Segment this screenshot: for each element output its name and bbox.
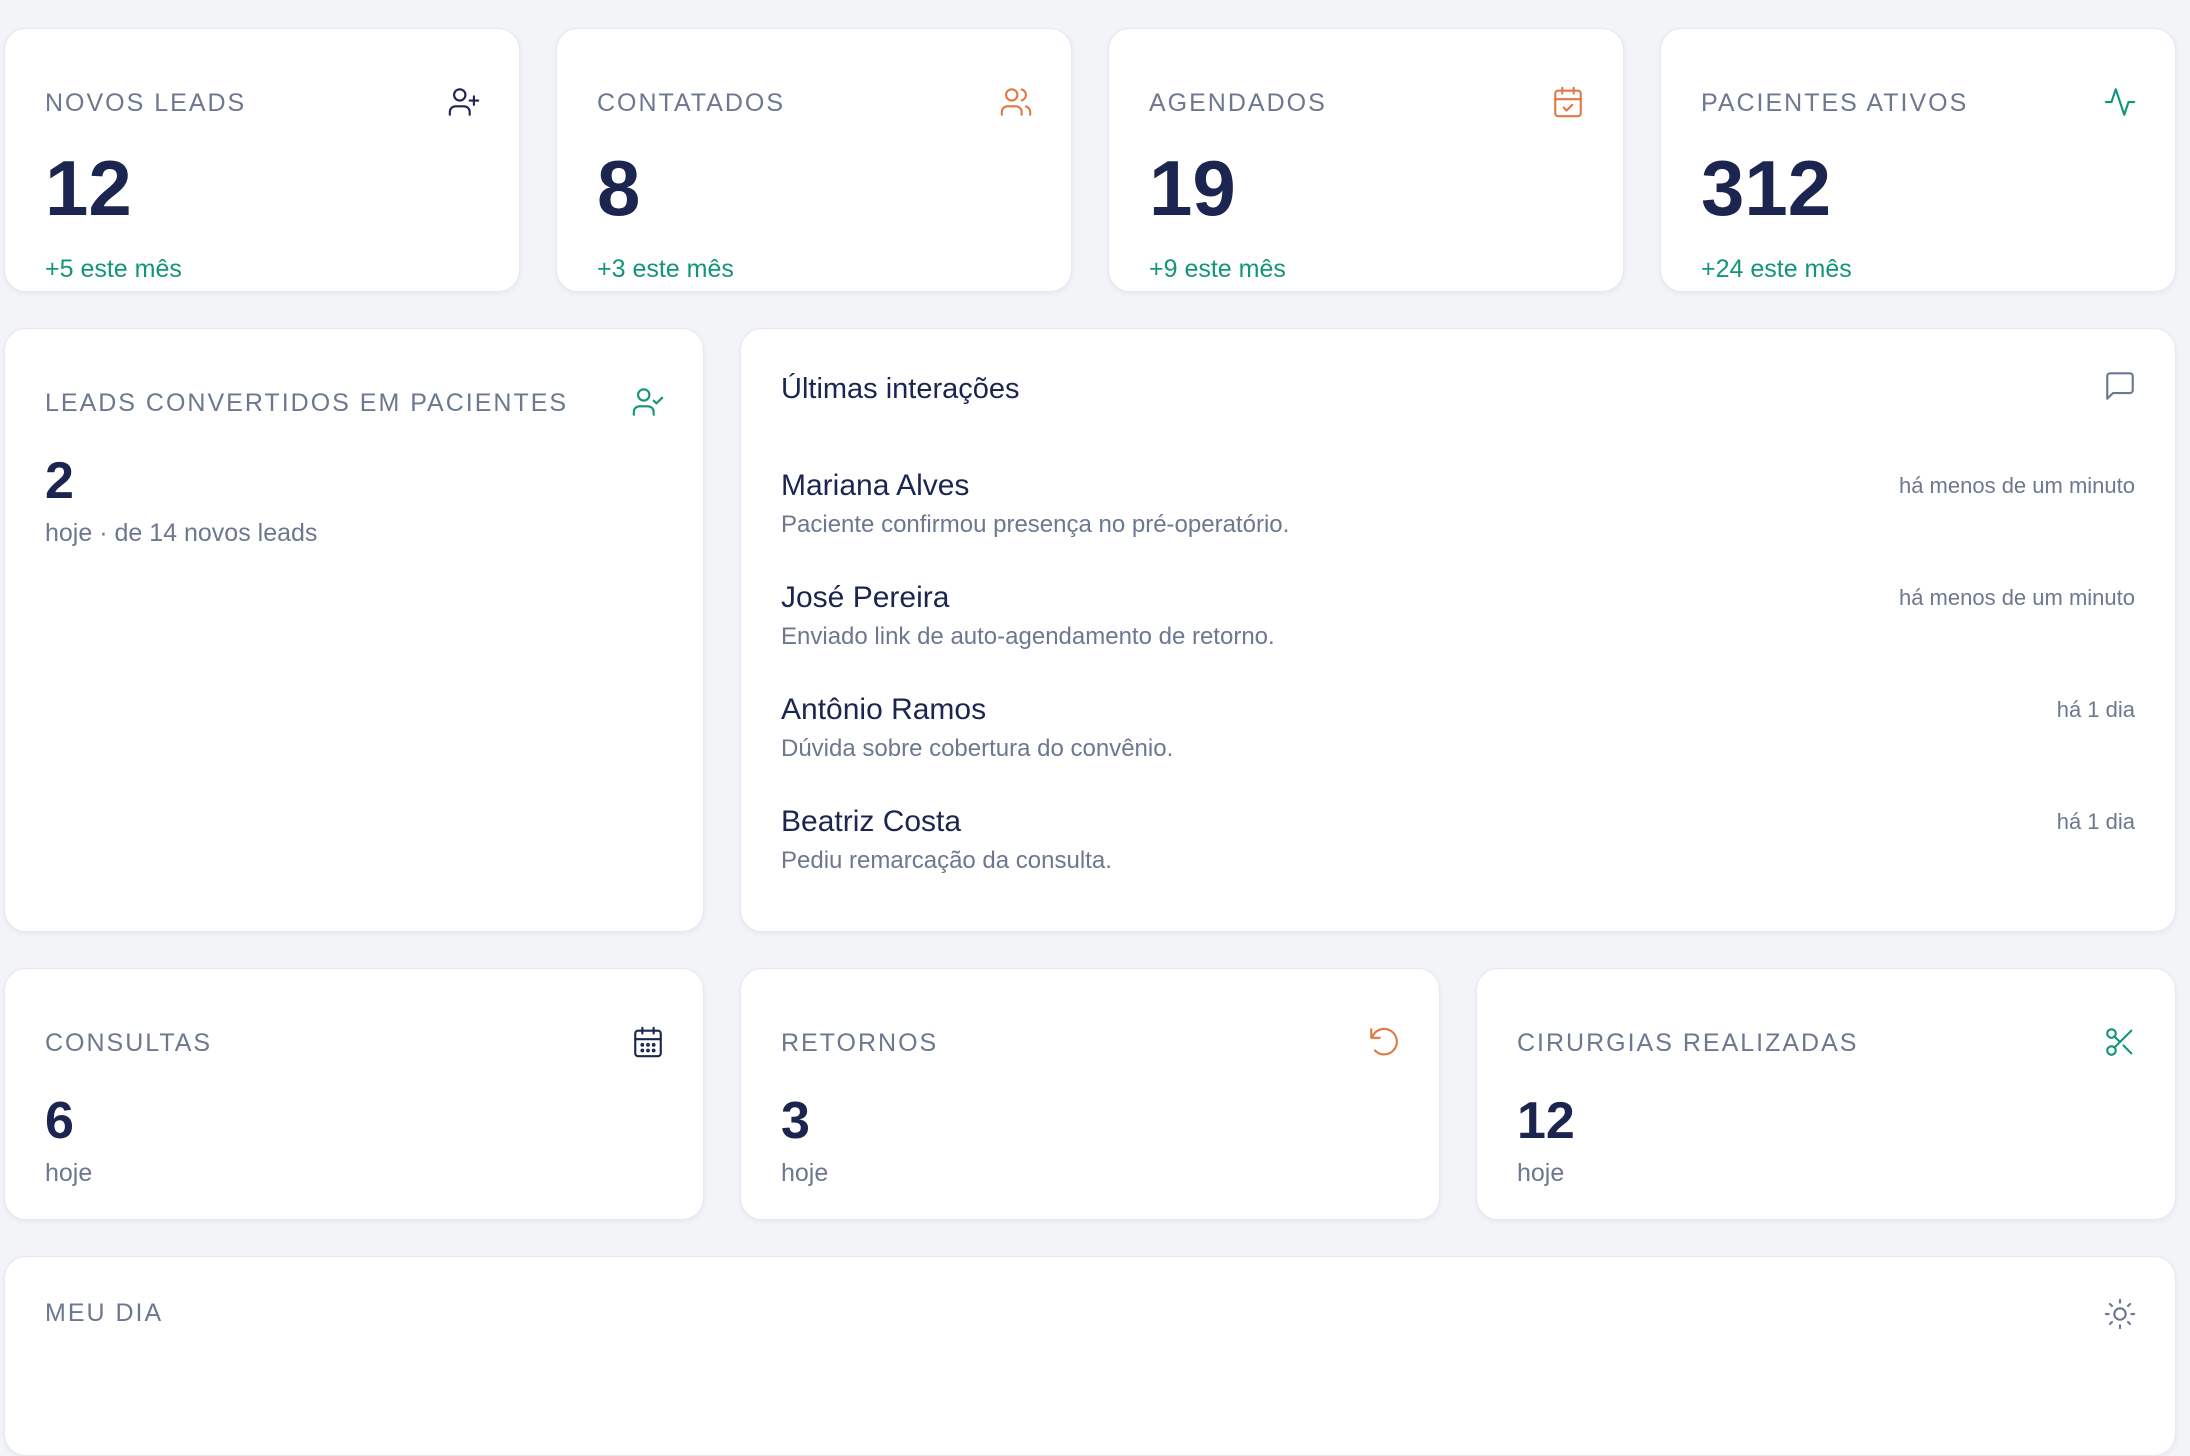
stat-value: 6 [45, 1092, 74, 1150]
stat-card-label: CIRURGIAS REALIZADAS [1517, 1029, 1859, 1057]
stat-card-novos-leads: NOVOS LEADS 12 +5 este mês [4, 28, 520, 292]
stat-value: 19 [1149, 144, 1236, 232]
scissors-icon [2103, 1025, 2137, 1059]
interaction-text: Dúvida sobre cobertura do convênio. [781, 735, 1174, 762]
converted-leads-card: LEADS CONVERTIDOS EM PACIENTES 2 hoje · … [4, 328, 704, 932]
interaction-time: há 1 dia [2056, 697, 2135, 722]
stat-card-consultas: CONSULTAS 6 hoje [4, 968, 704, 1220]
stat-card-label: AGENDADOS [1149, 89, 1327, 117]
stat-value: 312 [1701, 144, 1832, 232]
stat-card-retornos: RETORNOS 3 hoje [740, 968, 1440, 1220]
list-item[interactable]: Antônio Ramos Dúvida sobre cobertura do … [781, 693, 2135, 793]
users-icon [999, 85, 1033, 119]
stat-delta: +9 este mês [1149, 255, 1286, 283]
stat-card-contatados: CONTATADOS 8 +3 este mês [556, 28, 1072, 292]
interaction-name: José Pereira [781, 581, 950, 614]
interaction-time: há 1 dia [2056, 809, 2135, 834]
interactions-title: Últimas interações [781, 373, 1020, 405]
stat-card-label: PACIENTES ATIVOS [1701, 89, 1969, 117]
converted-leads-value: 2 [45, 452, 74, 510]
rotate-ccw-icon [1367, 1025, 1401, 1059]
user-plus-icon [447, 85, 481, 119]
list-item[interactable]: Mariana Alves Paciente confirmou presenç… [781, 469, 2135, 569]
stat-card-pacientes-ativos: PACIENTES ATIVOS 312 +24 este mês [1660, 28, 2176, 292]
stat-value: 3 [781, 1092, 810, 1150]
interactions-card: Últimas interações Mariana Alves Pacient… [740, 328, 2176, 932]
list-item[interactable]: José Pereira Enviado link de auto-agenda… [781, 581, 2135, 681]
interaction-text: Pediu remarcação da consulta. [781, 847, 1112, 874]
user-check-icon [631, 385, 665, 419]
interaction-text: Enviado link de auto-agendamento de reto… [781, 623, 1275, 650]
stat-card-label: CONSULTAS [45, 1029, 213, 1057]
stat-delta: +3 este mês [597, 255, 734, 283]
stat-sub: hoje [781, 1159, 829, 1187]
stat-delta: +5 este mês [45, 255, 182, 283]
list-item[interactable]: Beatriz Costa Pediu remarcação da consul… [781, 805, 2135, 905]
stat-value: 12 [1517, 1092, 1575, 1150]
stat-value: 12 [45, 144, 132, 232]
interaction-name: Beatriz Costa [781, 805, 962, 838]
stat-card-cirurgias: CIRURGIAS REALIZADAS 12 hoje [1476, 968, 2176, 1220]
interaction-text: Paciente confirmou presença no pré-opera… [781, 511, 1290, 538]
stat-sub: hoje [1517, 1159, 1565, 1187]
calendar-icon [631, 1025, 665, 1059]
calendar-check-icon [1551, 85, 1585, 119]
stat-value: 8 [597, 144, 641, 232]
stat-delta: +24 este mês [1701, 255, 1852, 283]
converted-leads-label: LEADS CONVERTIDOS EM PACIENTES [45, 389, 569, 417]
stat-card-label: CONTATADOS [597, 89, 786, 117]
my-day-label: MEU DIA [45, 1299, 164, 1327]
sun-icon [2103, 1297, 2137, 1331]
stat-card-label: NOVOS LEADS [45, 89, 247, 117]
message-square-icon[interactable] [2103, 369, 2137, 403]
stat-card-label: RETORNOS [781, 1029, 939, 1057]
interaction-name: Antônio Ramos [781, 693, 987, 726]
interaction-time: há menos de um minuto [1898, 585, 2135, 610]
stat-sub: hoje [45, 1159, 93, 1187]
interaction-name: Mariana Alves [781, 469, 970, 502]
interaction-time: há menos de um minuto [1898, 473, 2135, 498]
my-day-card: MEU DIA [4, 1256, 2176, 1456]
activity-icon [2103, 85, 2137, 119]
stat-card-agendados: AGENDADOS 19 +9 este mês [1108, 28, 1624, 292]
converted-leads-sub: hoje · de 14 novos leads [45, 519, 318, 547]
